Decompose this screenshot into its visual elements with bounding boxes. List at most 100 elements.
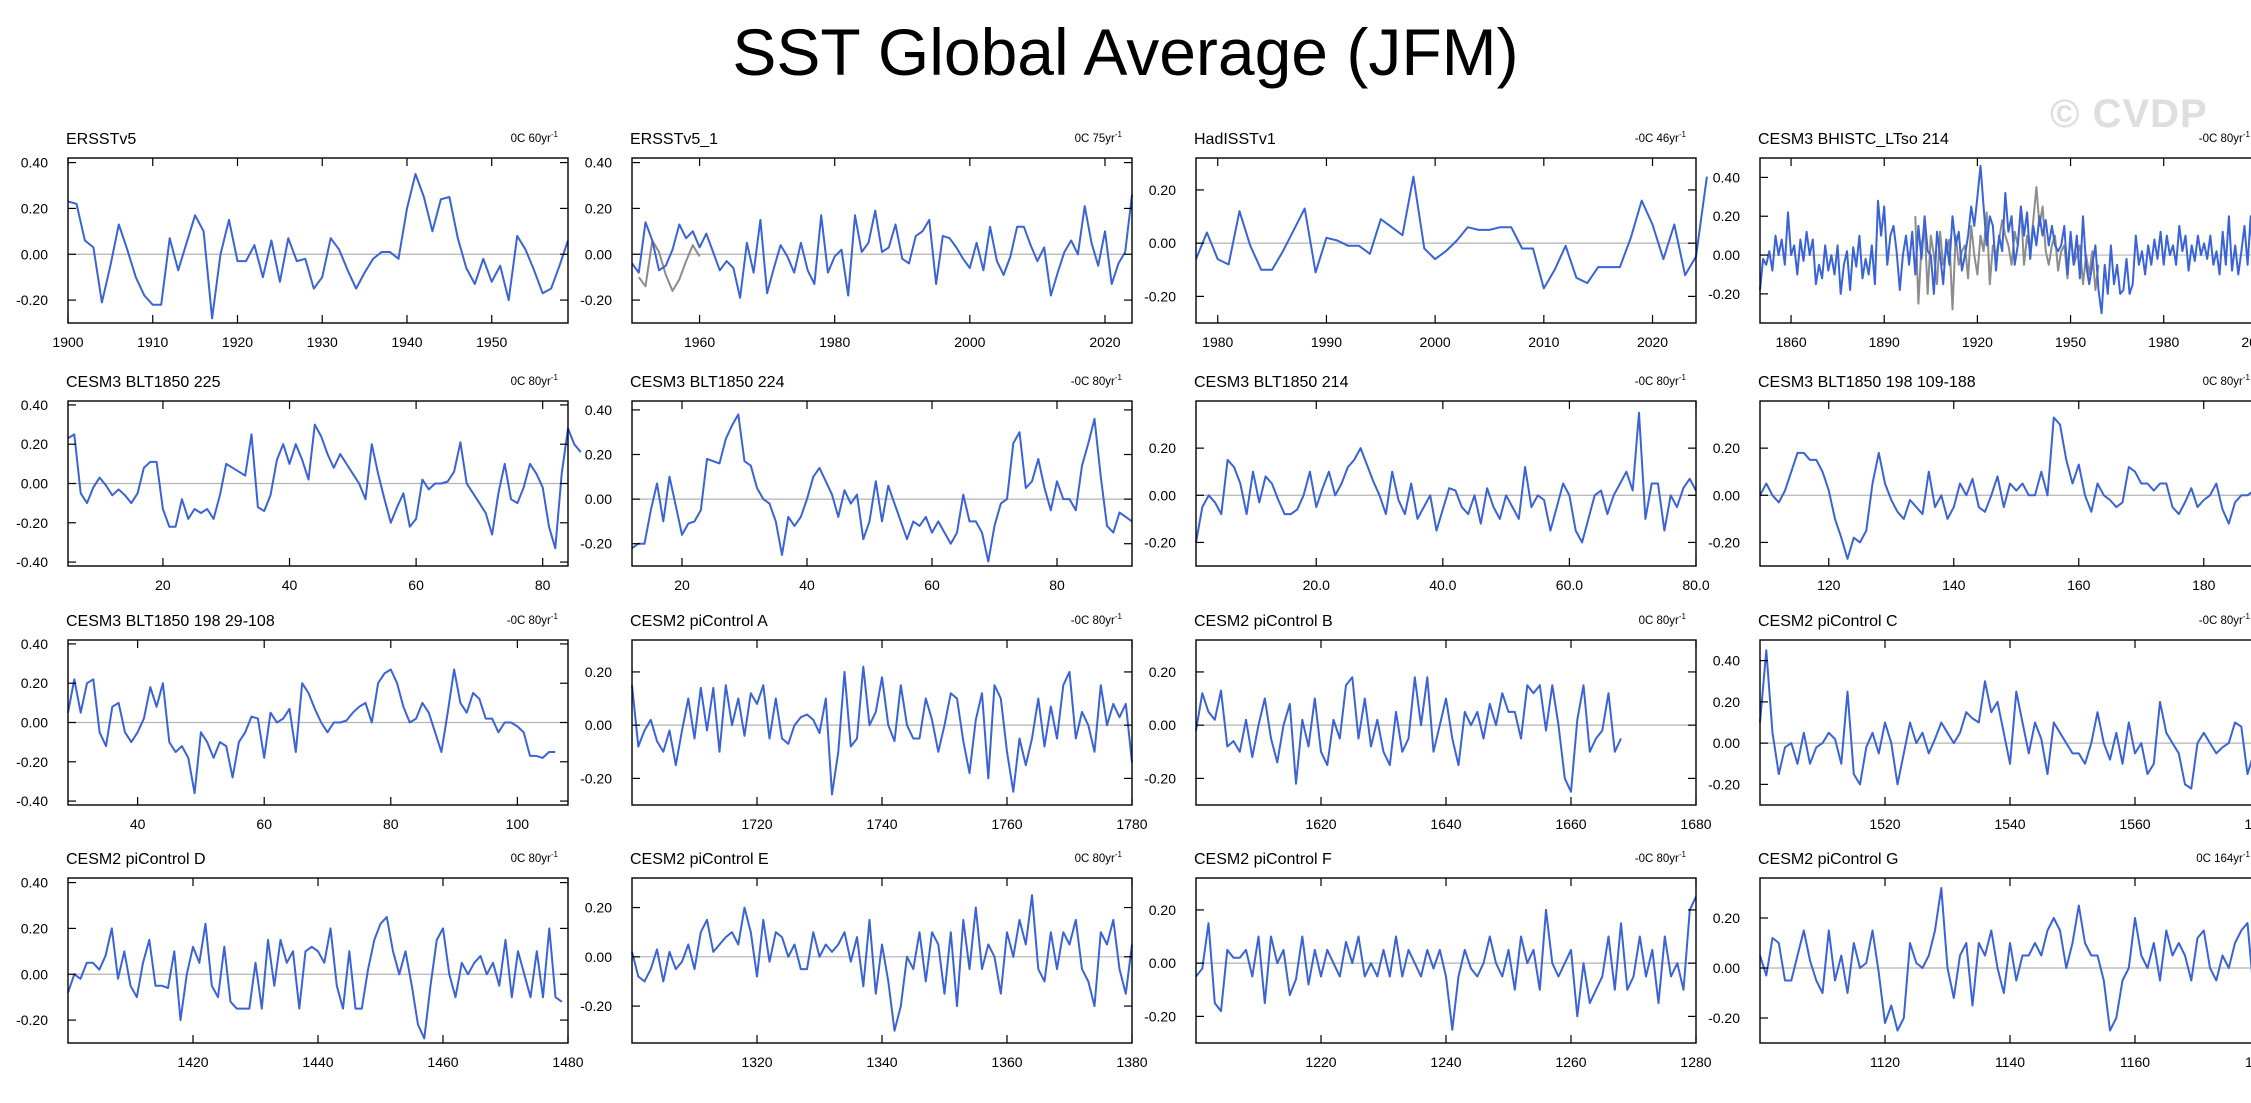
- trend-unit: -1: [1679, 850, 1687, 859]
- x-tick-label: 1240: [1430, 1054, 1461, 1070]
- plot-frame: [1759, 157, 2251, 324]
- x-tick-label: 1380: [1116, 1054, 1147, 1070]
- y-tick-label: 0.20: [21, 200, 48, 216]
- panel-16: -0.20 0.00 0.20 1120 1140 1160 1180 CESM2 piCon…: [1708, 850, 2251, 1070]
- series-line: [1195, 676, 1622, 793]
- trend-unit: -1: [1115, 612, 1123, 621]
- panel-title: CESM3 BLT1850 198 109-188: [1758, 374, 1976, 391]
- y-tick-label: 0.00: [21, 966, 48, 982]
- y-tick-label: 0.00: [1713, 247, 1740, 263]
- x-tick-label: 1900: [52, 334, 83, 350]
- x-tick-label: 1120: [1870, 1054, 1900, 1070]
- series-line: [1759, 164, 2251, 315]
- panel-11: -0.20 0.00 0.20 1620 1640 1660 1680 CESM2 piCon…: [1144, 612, 1712, 832]
- x-tick-label: 1920: [222, 334, 253, 350]
- plot-frame: [631, 157, 1133, 324]
- series-line: [1759, 416, 2251, 560]
- series-line: [67, 916, 563, 1040]
- x-tick-label: 100: [506, 816, 530, 832]
- trend-label: 0C 80yr-1: [2203, 373, 2251, 388]
- series-line: [67, 668, 556, 795]
- y-tick-label: 0.00: [585, 949, 612, 965]
- y-tick-label: 0.00: [21, 246, 48, 262]
- x-tick-label: 40.0: [1429, 577, 1456, 593]
- x-tick-label: 1480: [552, 1054, 583, 1070]
- watermark: © CVDP: [2050, 92, 2208, 136]
- panel-title: CESM2 piControl G: [1758, 851, 1899, 868]
- y-tick-label: 0.40: [21, 875, 48, 891]
- x-tick-label: 1360: [991, 1054, 1022, 1070]
- plot-frame: [1195, 157, 1697, 324]
- x-tick-label: 1740: [866, 816, 897, 832]
- x-tick-label: 1940: [391, 334, 422, 350]
- series-line: [1195, 175, 1708, 290]
- trend-label: 0C 80yr-1: [1075, 850, 1123, 865]
- x-tick-label: 160: [2067, 577, 2091, 593]
- x-tick-label: 20: [155, 577, 171, 593]
- y-tick-label: 0.20: [1149, 440, 1176, 456]
- plot-frame: [1195, 877, 1697, 1044]
- panel-12: -0.20 0.00 0.20 0.40 1520 1540 1560 1580 CESM2 p…: [1708, 612, 2251, 832]
- panel-2: -0.20 0.00 0.20 0.40 1960 1980 2000 2020 ERSSTv5…: [580, 130, 1133, 350]
- plot-frame: [1195, 639, 1697, 806]
- x-tick-label: 80.0: [1682, 577, 1709, 593]
- trend-unit: -1: [1679, 130, 1687, 139]
- y-tick-label: -0.20: [580, 770, 612, 786]
- x-tick-label: 1180: [2245, 1054, 2251, 1070]
- y-tick-label: 0.40: [585, 402, 612, 418]
- x-tick-label: 80: [383, 816, 399, 832]
- x-tick-label: 1910: [137, 334, 168, 350]
- x-tick-label: 120: [1817, 577, 1841, 593]
- y-tick-label: -0.20: [16, 1012, 48, 1028]
- x-tick-label: 40: [799, 577, 815, 593]
- y-tick-label: -0.20: [580, 998, 612, 1014]
- trend-label: 0C 80yr-1: [511, 850, 559, 865]
- y-tick-label: 0.00: [1149, 717, 1176, 733]
- x-tick-label: 1890: [1869, 334, 1900, 350]
- trend-unit: -1: [1115, 850, 1123, 859]
- plot-frame: [631, 400, 1133, 567]
- trend-label: -0C 80yr-1: [1071, 612, 1123, 627]
- y-tick-label: 0.20: [21, 436, 48, 452]
- y-tick-label: 0.20: [21, 675, 48, 691]
- series-line: [631, 194, 1133, 299]
- x-tick-label: 1660: [1555, 816, 1586, 832]
- x-tick-label: 1950: [2055, 334, 2086, 350]
- y-tick-label: -0.20: [16, 515, 48, 531]
- y-tick-label: 0.40: [585, 155, 612, 171]
- y-tick-label: -0.20: [1144, 1008, 1176, 1024]
- panel-title: CESM2 piControl B: [1194, 613, 1333, 630]
- y-tick-label: 0.40: [1713, 169, 1740, 185]
- x-tick-label: 40: [130, 816, 146, 832]
- panel-title: CESM3 BLT1850 224: [630, 374, 785, 391]
- panel-title: CESM2 piControl F: [1194, 851, 1332, 868]
- series-line: [1759, 649, 2251, 790]
- trend-unit: -1: [551, 130, 559, 139]
- x-tick-label: 1580: [2244, 816, 2251, 832]
- y-tick-label: -0.20: [1144, 534, 1176, 550]
- panel-15: -0.20 0.00 0.20 1220 1240 1260 1280 CESM2 piCon…: [1144, 850, 1712, 1070]
- x-tick-label: 40: [282, 577, 298, 593]
- y-tick-label: 0.00: [585, 717, 612, 733]
- panel-title: ERSSTv5: [66, 131, 136, 148]
- panel-5: -0.40 -0.20 0.00 0.20 0.40 20 40 60 80 CESM3 BLT1…: [16, 373, 582, 593]
- x-tick-label: 1260: [1555, 1054, 1586, 1070]
- plot-frame: [1759, 400, 2251, 567]
- trend-label: -0C 46yr-1: [1635, 130, 1687, 145]
- trend-unit: -1: [551, 373, 559, 382]
- trend-unit: -1: [551, 612, 559, 621]
- y-tick-label: 0.20: [1149, 182, 1176, 198]
- trend-label: 0C 164yr-1: [2196, 850, 2250, 865]
- y-tick-label: -0.20: [1144, 288, 1176, 304]
- y-tick-label: -0.20: [16, 754, 48, 770]
- panel-8: -0.20 0.00 0.20 120 140 160 180 CESM3 BLT1850 1…: [1708, 373, 2251, 593]
- plot-frame: [631, 639, 1133, 806]
- x-tick-label: 60.0: [1556, 577, 1583, 593]
- panel-10: -0.20 0.00 0.20 1720 1740 1760 1780 CESM2 piCon…: [580, 612, 1148, 832]
- panel-title: CESM3 BLT1850 214: [1194, 374, 1349, 391]
- x-tick-label: 1160: [2120, 1054, 2150, 1070]
- y-tick-label: -0.20: [1708, 1010, 1740, 1026]
- x-tick-label: 1560: [2119, 816, 2150, 832]
- x-tick-label: 1860: [1775, 334, 1806, 350]
- y-tick-label: 0.20: [1149, 664, 1176, 680]
